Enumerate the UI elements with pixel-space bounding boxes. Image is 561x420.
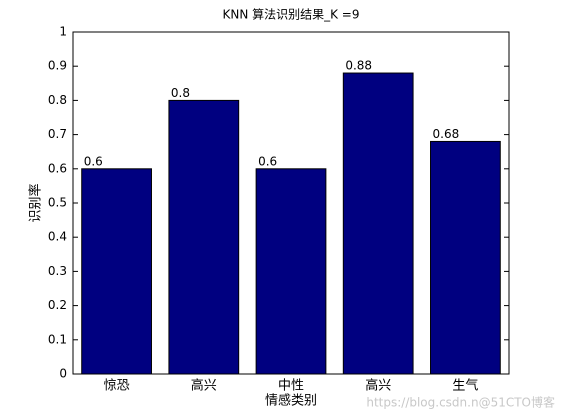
- x-tick-label: 生气: [452, 378, 478, 394]
- y-tick-label: 0.5: [48, 196, 67, 210]
- y-tick-label: 0: [59, 367, 67, 381]
- y-tick-label: 0.4: [48, 230, 67, 244]
- data-label: 0.88: [345, 59, 372, 73]
- x-axis-label: 情感类别: [265, 393, 317, 409]
- bar: [342, 72, 414, 375]
- data-label: 0.8: [171, 86, 190, 100]
- y-tick-label: 0.7: [48, 127, 67, 141]
- x-tick-label: 惊恐: [104, 379, 130, 394]
- y-tick-label: 0.2: [48, 298, 67, 312]
- bar: [81, 168, 152, 375]
- data-label: 0.6: [258, 154, 277, 168]
- bar: [168, 99, 240, 375]
- x-tick-label: 高兴: [191, 378, 217, 394]
- data-label: 0.68: [433, 127, 460, 141]
- chart-title: KNN 算法识别结果_K =9: [222, 7, 359, 22]
- watermark: https://blog.csdn.n@51CTO博客: [366, 395, 555, 410]
- y-tick-label: 0.6: [48, 161, 67, 175]
- bar: [430, 140, 501, 375]
- data-label: 0.6: [84, 154, 103, 168]
- y-tick-label: 1: [59, 25, 67, 39]
- y-axis-label: 识别率: [28, 183, 44, 222]
- y-tick-label: 0.9: [48, 59, 67, 73]
- y-tick-label: 0.1: [48, 332, 67, 346]
- bar: [255, 168, 327, 375]
- y-tick-label: 0.3: [48, 264, 67, 278]
- x-tick-label: 中性: [278, 379, 304, 394]
- y-tick-label: 0.8: [48, 93, 67, 107]
- x-tick-label: 高兴: [365, 378, 391, 394]
